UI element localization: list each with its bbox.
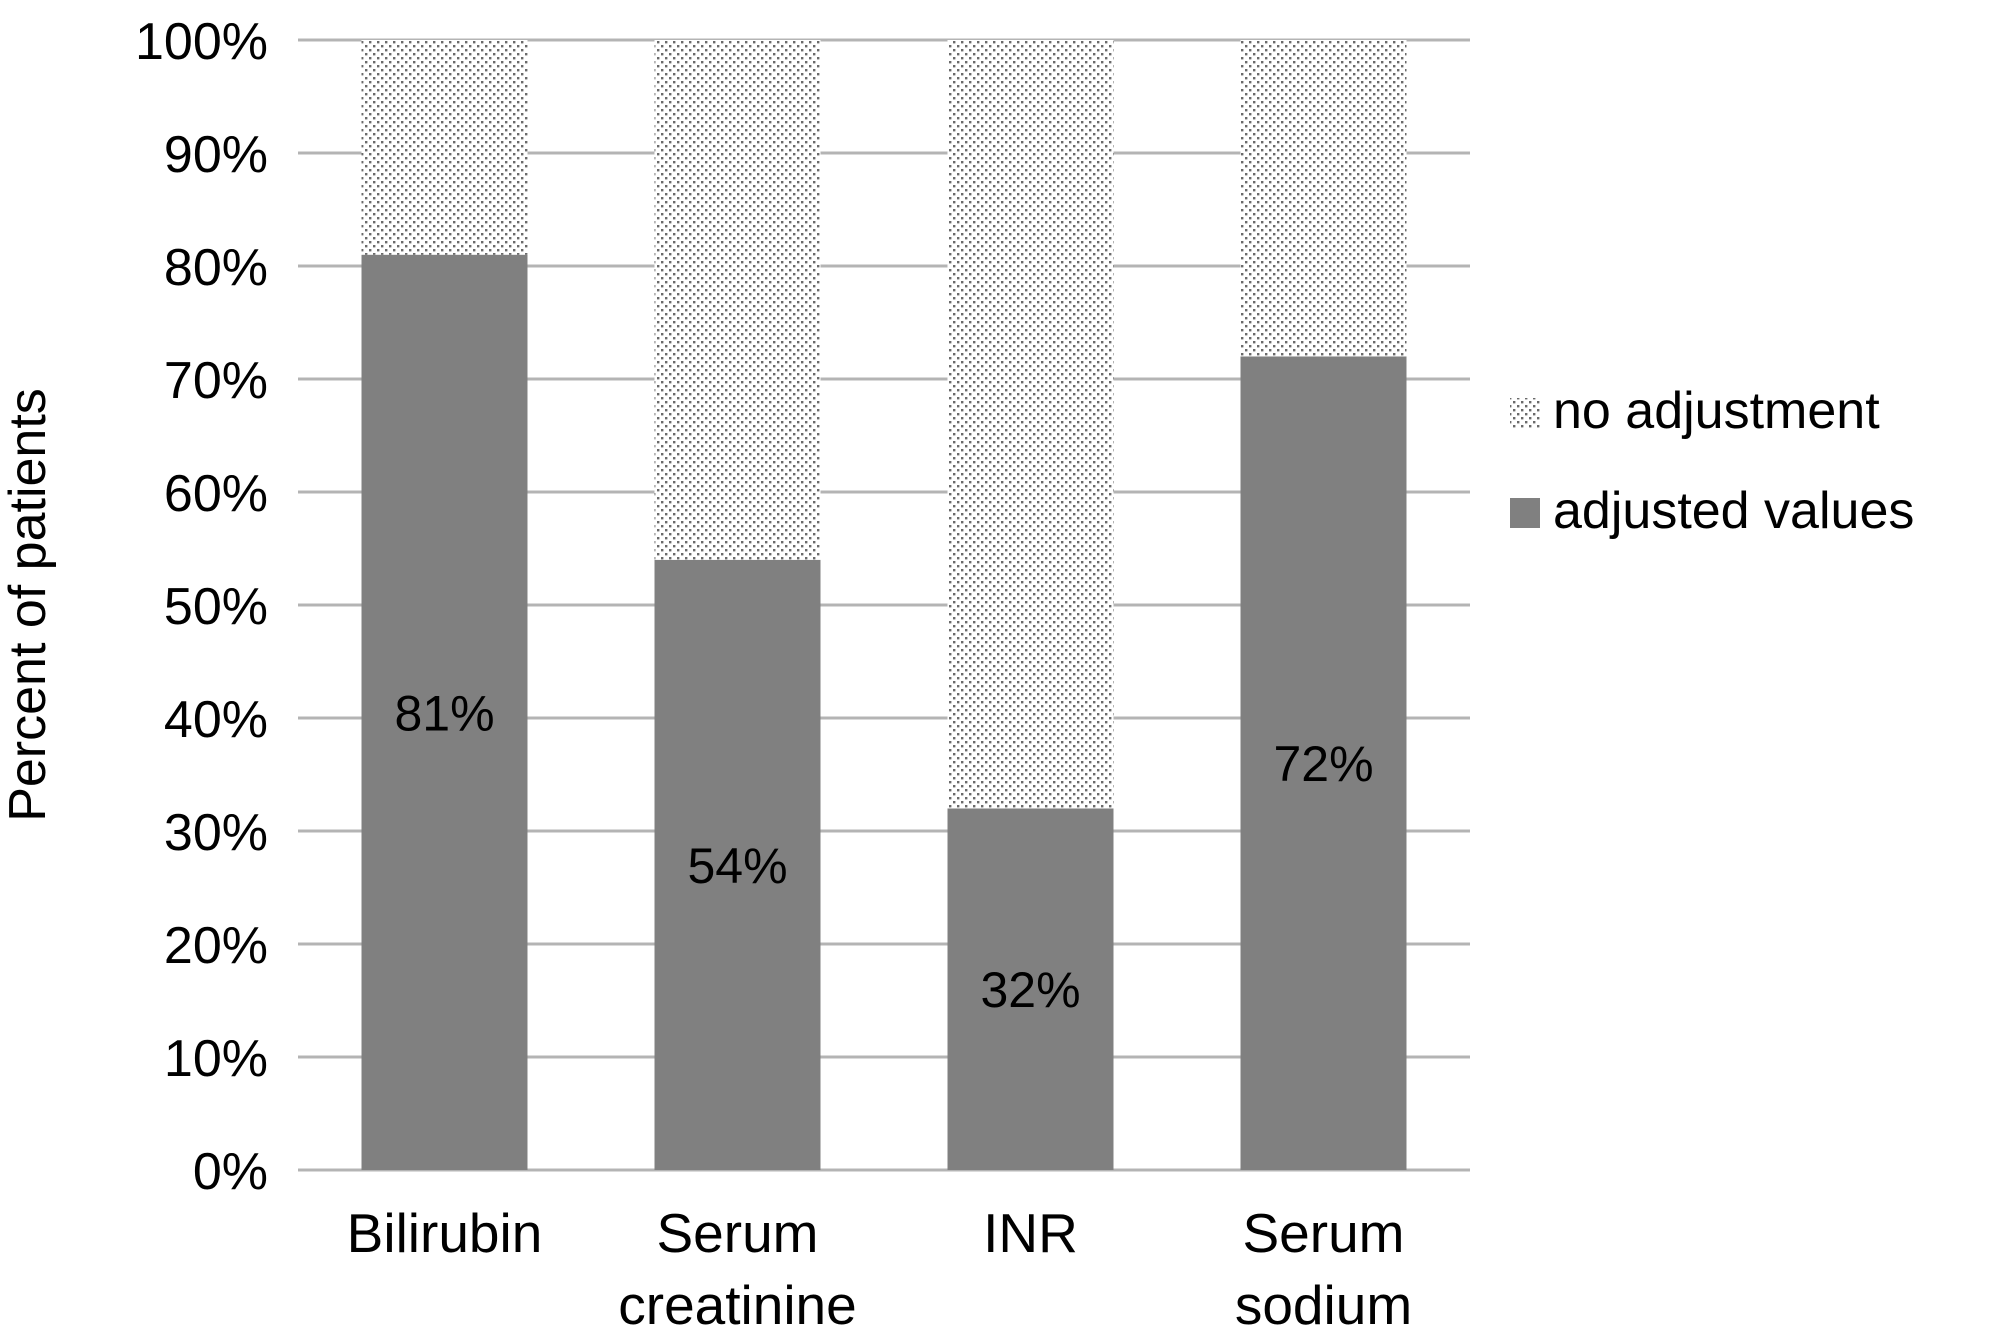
x-tick-label: Serum xyxy=(657,1202,819,1264)
data-labels: 81% 54% 32% 72% xyxy=(394,685,1373,1018)
bar-adjusted-values xyxy=(361,254,528,1170)
legend-label-no-adjustment: no adjustment xyxy=(1553,382,1880,440)
y-axis-label: Percent of patients xyxy=(0,388,57,822)
x-tick-label: INR xyxy=(983,1202,1078,1264)
y-tick-label: 30% xyxy=(164,804,268,862)
y-axis-ticks: 0% 10% 20% 30% 40% 50% 60% 70% 80% 90% 100% xyxy=(135,13,268,1201)
y-tick-label: 60% xyxy=(164,465,268,523)
x-tick-label: creatinine xyxy=(618,1274,856,1336)
legend-swatch-no-adjustment xyxy=(1510,398,1540,428)
bar-no-adjustment xyxy=(1240,40,1407,357)
data-label: 32% xyxy=(980,962,1080,1018)
bar-adjusted-values xyxy=(947,808,1114,1170)
bar-adjusted-values xyxy=(654,559,821,1170)
legend-label-adjusted-values: adjusted values xyxy=(1553,482,1914,540)
y-tick-label: 10% xyxy=(164,1030,268,1088)
bar-adjusted-values xyxy=(1240,356,1407,1170)
x-tick-label: sodium xyxy=(1235,1274,1412,1336)
data-label: 72% xyxy=(1273,736,1373,792)
y-tick-label: 50% xyxy=(164,578,268,636)
x-axis-ticks: Bilirubin Serum creatinine INR Serum sodium xyxy=(347,1202,1412,1336)
bar-no-adjustment xyxy=(361,40,528,255)
bar-no-adjustment xyxy=(654,40,821,560)
x-tick-label: Serum xyxy=(1243,1202,1405,1264)
y-tick-label: 70% xyxy=(164,352,268,410)
bars xyxy=(361,40,1407,1170)
y-tick-label: 80% xyxy=(164,239,268,297)
y-tick-label: 40% xyxy=(164,691,268,749)
data-label: 54% xyxy=(687,838,787,894)
y-tick-label: 0% xyxy=(193,1143,268,1201)
data-label: 81% xyxy=(394,685,494,741)
legend-swatch-adjusted-values xyxy=(1510,498,1540,528)
x-tick-label: Bilirubin xyxy=(347,1202,543,1264)
legend: no adjustment adjusted values xyxy=(1510,382,1914,540)
bar-no-adjustment xyxy=(947,40,1114,809)
y-tick-label: 90% xyxy=(164,126,268,184)
y-tick-label: 100% xyxy=(135,13,268,71)
y-tick-label: 20% xyxy=(164,917,268,975)
